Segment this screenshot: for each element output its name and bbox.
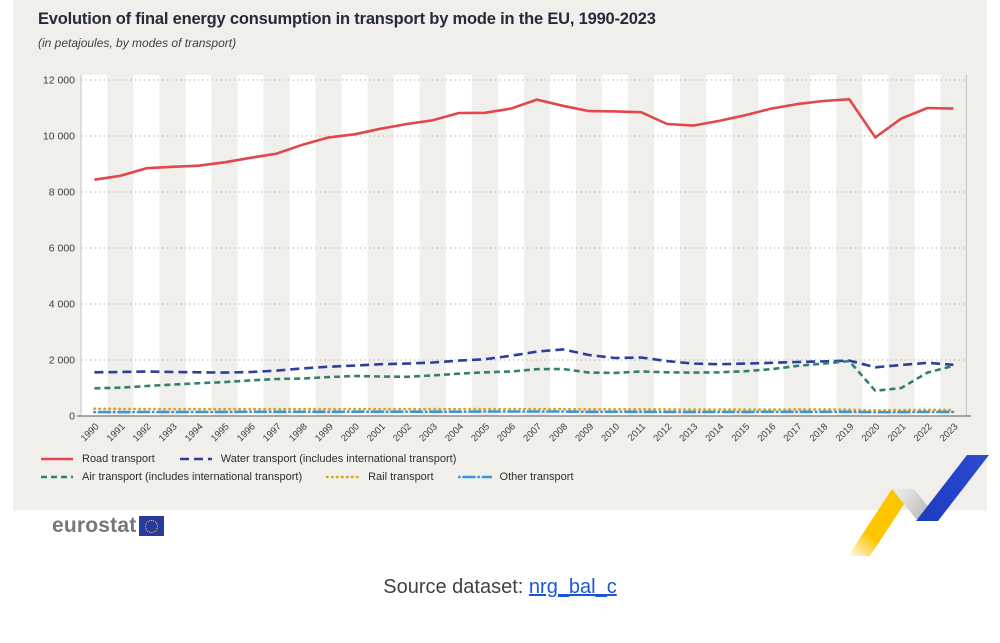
legend-item: Rail transport: [326, 471, 434, 483]
legend-label: Water transport (includes international …: [220, 453, 457, 465]
x-tick-label: 2016: [756, 421, 779, 444]
year-band: [549, 75, 576, 416]
eurostat-zigzag-icon: [848, 455, 989, 556]
legend-row: Road transport Water transport (includes …: [40, 453, 574, 465]
legend-label: Road transport: [82, 453, 155, 465]
x-tick-label: 2000: [339, 421, 362, 444]
y-tick-label: 12 000: [43, 75, 75, 87]
x-tick-label: 2004: [443, 421, 466, 444]
legend-swatch-icon: [41, 475, 73, 479]
legend-label: Rail transport: [368, 471, 434, 483]
x-tick-label: 2006: [495, 421, 518, 444]
x-tick-label: 2018: [808, 421, 831, 444]
legend-item: Water transport (includes international …: [179, 453, 457, 465]
source-line: Source dataset: nrg_bal_c: [0, 576, 1000, 599]
year-band: [445, 75, 472, 416]
zigzag-yellow-band: [848, 489, 914, 556]
y-tick-label: 10 000: [43, 131, 75, 143]
x-tick-label: 2015: [730, 421, 753, 444]
x-tick-label: 1995: [209, 421, 232, 444]
legend-row: Air transport (includes international tr…: [40, 471, 574, 483]
x-tick-label: 2020: [860, 421, 883, 444]
year-band: [133, 75, 160, 416]
year-band: [810, 75, 837, 416]
chart-subtitle: (in petajoules, by modes of transport): [38, 36, 237, 50]
year-band: [185, 75, 212, 416]
y-tick-label: 4 000: [49, 299, 75, 311]
x-tick-label: 2013: [677, 421, 700, 444]
x-tick-label: 2022: [912, 421, 935, 444]
year-band: [81, 75, 108, 416]
x-tick-label: 1997: [261, 421, 284, 444]
x-tick-label: 2002: [391, 421, 414, 444]
x-tick-label: 1993: [157, 421, 180, 444]
series-line-4: [93, 410, 955, 414]
x-tick-label: 2021: [886, 421, 909, 444]
x-tick-label: 1990: [79, 421, 102, 444]
legend-item: Other transport: [457, 471, 574, 483]
x-tick-label: 2011: [626, 421, 648, 443]
year-band: [758, 75, 785, 416]
eurostat-logo-text: eurostat: [52, 514, 137, 537]
zigzag-blue-band: [916, 455, 989, 521]
x-tick-label: 2019: [834, 421, 857, 444]
x-tick-label: 1998: [287, 421, 310, 444]
x-tick-label: 2009: [573, 421, 596, 444]
series-line-1: [94, 348, 954, 374]
x-tick-label: 1994: [183, 421, 206, 444]
legend-swatch-icon: [457, 475, 492, 479]
year-band: [497, 75, 524, 416]
legend-item: Road transport: [40, 453, 155, 465]
legend-label: Other transport: [499, 471, 574, 483]
year-band: [237, 75, 264, 416]
eu-flag-stars-icon: [145, 520, 159, 533]
year-band: [289, 75, 316, 416]
y-tick-label: 0: [69, 411, 75, 423]
legend-swatch-icon: [179, 457, 212, 461]
x-tick-label: 2005: [469, 421, 492, 444]
eurostat-logo: eurostat: [52, 514, 165, 538]
x-tick-label: 2012: [651, 421, 674, 444]
year-band: [914, 75, 941, 416]
legend-swatch-icon: [326, 475, 361, 479]
y-tick-label: 8 000: [49, 187, 75, 199]
y-tick-label: 2 000: [49, 355, 75, 367]
year-band: [393, 75, 420, 416]
series-line-3: [93, 407, 955, 412]
x-tick-label: 1996: [235, 421, 258, 444]
x-tick-label: 2003: [417, 421, 440, 444]
legend-item: Air transport (includes international tr…: [40, 471, 302, 483]
year-band: [706, 75, 733, 416]
year-band: [602, 75, 628, 416]
chart-title: Evolution of final energy consumption in…: [38, 10, 656, 28]
x-tick-label: 2017: [782, 421, 805, 444]
source-dataset-link[interactable]: nrg_bal_c: [528, 576, 617, 598]
x-tick-label: 2001: [365, 421, 388, 444]
x-tick-label: 2014: [704, 421, 727, 444]
legend-swatch-icon: [41, 457, 73, 461]
x-tick-label: 1991: [105, 421, 128, 444]
chart-legend: Road transport Water transport (includes …: [40, 453, 574, 483]
source-label: Source dataset:: [383, 576, 524, 598]
year-band: [654, 75, 681, 416]
eu-flag-icon: [139, 516, 165, 536]
series-line-2: [94, 359, 954, 393]
x-tick-label: 2023: [938, 421, 961, 444]
x-tick-label: 1999: [313, 421, 336, 444]
chart-figure: Evolution of final energy consumption in…: [13, 0, 987, 510]
x-tick-label: 1992: [131, 421, 154, 444]
series-line-0: [94, 97, 954, 181]
legend-label: Air transport (includes international tr…: [82, 471, 303, 483]
y-tick-label: 6 000: [49, 243, 75, 255]
x-tick-label: 2008: [547, 421, 570, 444]
x-tick-label: 2010: [599, 421, 622, 444]
x-tick-label: 2007: [521, 421, 544, 444]
